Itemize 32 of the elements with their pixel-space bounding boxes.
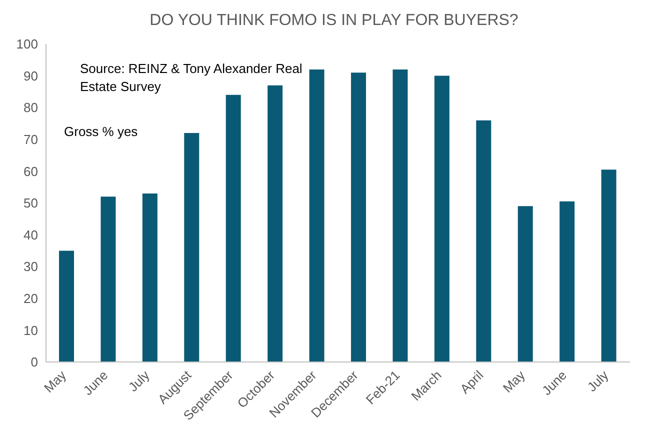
bar bbox=[560, 201, 575, 362]
x-tick-label: July bbox=[125, 367, 153, 394]
x-tick-label: July bbox=[584, 367, 612, 394]
annotation: Source: REINZ & Tony Alexander Real Estate Survey bbox=[80, 60, 304, 96]
y-tick-label: 30 bbox=[24, 259, 38, 274]
y-tick-label: 50 bbox=[24, 196, 38, 211]
y-tick-label: 60 bbox=[24, 164, 38, 179]
bar bbox=[59, 250, 74, 362]
bar bbox=[268, 85, 283, 362]
bar bbox=[309, 69, 324, 362]
bar bbox=[434, 76, 450, 362]
bar bbox=[601, 170, 616, 362]
bar bbox=[100, 196, 116, 362]
x-tick-label: May bbox=[41, 367, 70, 396]
y-tick-label: 100 bbox=[16, 36, 38, 52]
bar bbox=[351, 72, 366, 362]
y-tick-label: 10 bbox=[24, 322, 38, 338]
bar bbox=[184, 133, 200, 362]
y-tick-label: 40 bbox=[24, 227, 38, 242]
bar bbox=[518, 206, 533, 362]
bar bbox=[392, 69, 408, 362]
bar bbox=[476, 120, 492, 362]
y-tick-label: 20 bbox=[24, 291, 38, 306]
bar bbox=[226, 94, 241, 362]
annotation: Gross % yes bbox=[64, 124, 138, 139]
y-tick-label: 70 bbox=[24, 132, 38, 148]
y-tick-label: 90 bbox=[24, 68, 38, 84]
chart-title: DO YOU THINK FOMO IS IN PLAY FOR BUYERS? bbox=[148, 12, 520, 30]
y-tick-label: 0 bbox=[30, 354, 38, 370]
bar bbox=[142, 193, 158, 362]
x-tick-label: May bbox=[500, 367, 528, 396]
y-tick-label: 80 bbox=[24, 100, 38, 116]
